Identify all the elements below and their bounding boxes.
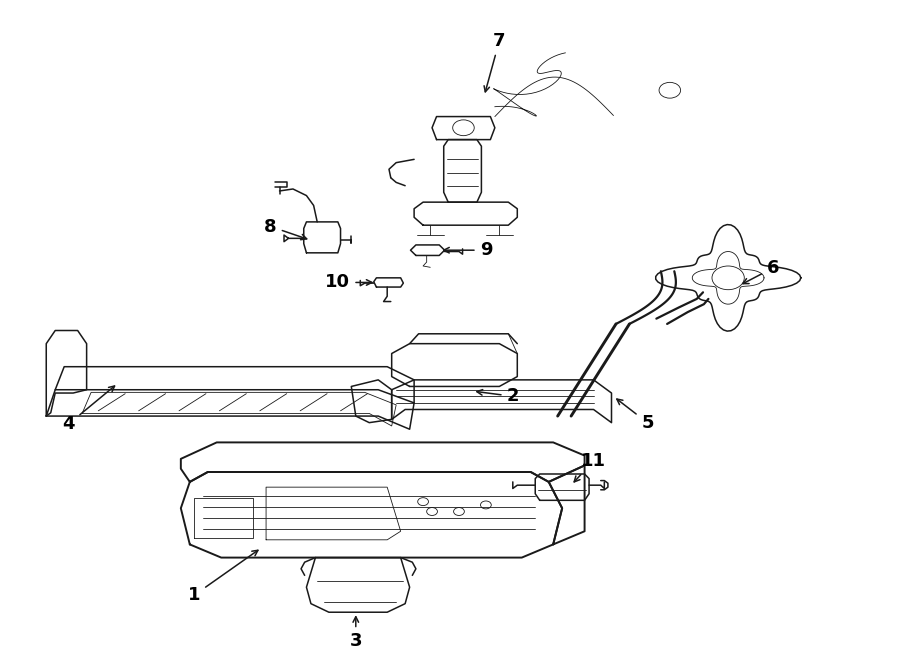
Text: 11: 11 — [574, 452, 606, 482]
Text: 5: 5 — [616, 399, 653, 432]
Text: 9: 9 — [444, 241, 492, 259]
Text: 4: 4 — [62, 386, 114, 433]
Text: 10: 10 — [325, 274, 372, 292]
Text: 3: 3 — [349, 617, 362, 650]
Text: 6: 6 — [742, 259, 779, 284]
Text: 1: 1 — [188, 551, 258, 604]
Text: 8: 8 — [265, 217, 307, 240]
Text: 7: 7 — [484, 32, 506, 92]
Text: 2: 2 — [477, 387, 519, 405]
